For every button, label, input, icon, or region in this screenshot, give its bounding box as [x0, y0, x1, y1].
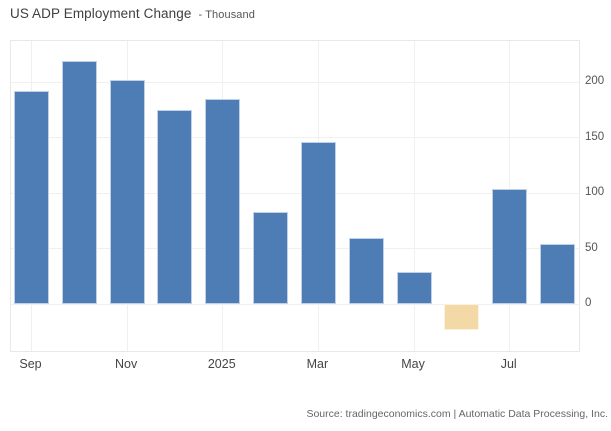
- bar-mar-2025[interactable]: [300, 142, 336, 305]
- plot-area: [10, 40, 580, 352]
- bar-sep-2024[interactable]: [14, 90, 49, 305]
- x-axis-label: May: [401, 357, 425, 371]
- bar-dec-2024[interactable]: [157, 109, 193, 305]
- source-attribution: Source: tradingeconomics.com | Automatic…: [306, 408, 608, 420]
- x-axis-label: Jul: [500, 357, 517, 371]
- x-axis-label: Sep: [19, 357, 42, 371]
- y-axis-label: 200: [585, 75, 605, 88]
- gridline-horizontal: [11, 303, 579, 305]
- y-axis-label: 0: [585, 297, 592, 310]
- y-axis-label: 50: [585, 241, 598, 254]
- bar-oct-2024[interactable]: [61, 60, 97, 305]
- bar-feb-2025[interactable]: [253, 211, 289, 305]
- chart-unit-label: - Thousand: [198, 9, 255, 21]
- bar-aug-2025[interactable]: [540, 244, 576, 305]
- chart-title: US ADP Employment Change - Thousand: [10, 6, 255, 21]
- bar-apr-2025[interactable]: [348, 237, 384, 305]
- bar-nov-2024[interactable]: [109, 79, 145, 305]
- bar-may-2025[interactable]: [396, 271, 432, 305]
- gridline-vertical: [413, 41, 415, 351]
- gridline-horizontal: [11, 137, 579, 139]
- chart-title-main: US ADP Employment Change: [10, 6, 192, 21]
- gridline-horizontal: [11, 248, 579, 250]
- x-axis-label: Nov: [115, 357, 138, 371]
- gridline-horizontal: [11, 192, 579, 194]
- gridline-horizontal: [11, 81, 579, 83]
- bar-jul-2025[interactable]: [492, 188, 528, 305]
- x-axis-label: 2025: [207, 357, 236, 371]
- bar-jan-2025[interactable]: [205, 98, 241, 305]
- bar-jun-2025[interactable]: [444, 304, 480, 330]
- x-axis-label: Mar: [306, 357, 329, 371]
- y-axis-label: 100: [585, 186, 605, 199]
- y-axis-label: 150: [585, 130, 605, 143]
